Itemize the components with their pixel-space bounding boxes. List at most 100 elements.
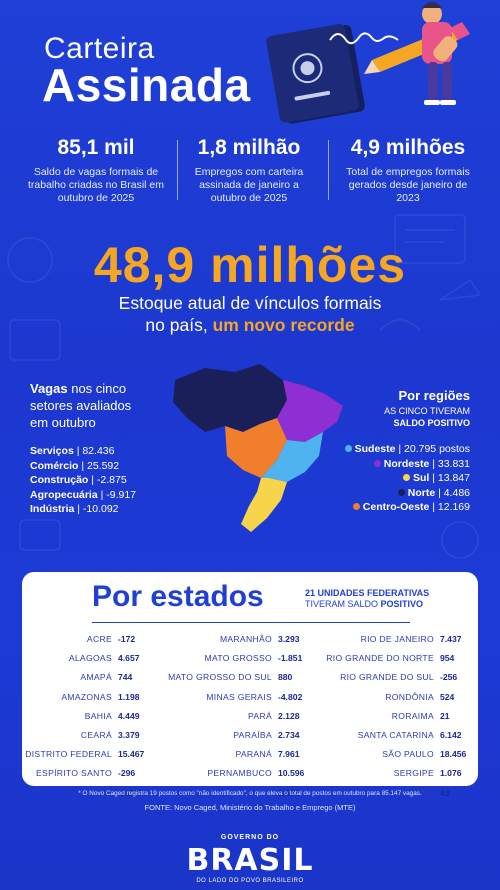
brazil-map: [173, 364, 343, 532]
centro-oeste-dot-icon: [352, 503, 360, 510]
state-name: MATO GROSSO: [204, 653, 272, 664]
stat-description: Empregos com carteira assinada de janeir…: [194, 166, 304, 204]
region-label: Centro-Oeste: [362, 501, 430, 513]
highlight-line2: no país, um novo recorde: [0, 314, 500, 336]
highlight-caption: Estoque atual de vínculos formais no paí…: [0, 292, 500, 336]
state-name: ESPÍRITO SANTO: [36, 768, 112, 779]
state-name: SERGIPE: [393, 768, 434, 779]
state-value: 2.128: [278, 710, 300, 721]
highlight-line2-prefix: no país,: [145, 315, 208, 335]
regioes-subtitle: AS CINCO TIVERAM SALDO POSITIVO: [384, 405, 470, 429]
norte-dot-icon: [397, 488, 405, 496]
table-row: GOIÁS -2.327: [22, 784, 144, 803]
divider: [92, 622, 410, 623]
sector-value: -9.917: [106, 488, 137, 501]
table-row: ACRE -172: [22, 630, 144, 649]
state-name: PARANÁ: [235, 749, 272, 760]
region-label: Norte: [407, 486, 436, 499]
sector-value: -2.875: [96, 474, 127, 486]
state-name: GOIÁS: [83, 787, 112, 798]
sector-label: Agropecuária: [30, 488, 98, 501]
table-row: AMAZONAS 1.198: [22, 688, 144, 707]
state-value: 4.657: [118, 653, 140, 664]
state-name: RORAIMA: [391, 710, 434, 721]
state-name: RONDÔNIA: [385, 691, 434, 702]
state-value: -296: [118, 768, 136, 779]
list-item: Centro-Oeste | 12.169: [345, 500, 470, 515]
state-value: 880: [278, 672, 293, 683]
estados-sub2: TIVERAM SALDO POSITIVO: [305, 599, 429, 610]
stat-saldo: 85,1 mil Saldo de vagas formais de traba…: [22, 136, 170, 205]
estados-column-2: MARANHÃO 3.293 MATO GROSSO -1.851 MATO GRO…: [155, 630, 304, 803]
state-value: 524: [440, 691, 455, 702]
state-value: -256: [440, 672, 458, 683]
table-row: PERNAMBUCO 10.596: [155, 764, 304, 783]
table-row: SÃO PAULO 18.456: [322, 745, 466, 764]
table-row: CEARÁ 3.379: [22, 726, 144, 745]
table-row: PARAÍBA 2.734: [155, 726, 304, 745]
state-value: -172: [118, 634, 136, 644]
table-row: TOCANTINS 43: [322, 784, 466, 803]
state-value: 744: [118, 672, 133, 683]
table-row: RONDÔNIA 524: [322, 688, 466, 707]
region-value: 33.831: [437, 457, 470, 470]
table-row: MINAS GERAIS -4.802: [155, 688, 304, 707]
region-label: Sul: [412, 472, 430, 484]
state-value: 3.293: [278, 634, 300, 644]
list-item: Nordeste | 33.831: [345, 457, 470, 472]
regioes-title: Por regiões: [398, 388, 470, 403]
regioes-sub2: SALDO POSITIVO: [393, 418, 470, 428]
state-name: PARÁ: [248, 710, 272, 721]
table-row: DISTRITO FEDERAL 15.467: [22, 745, 144, 764]
highlight-value: 48,9 milhões: [93, 237, 407, 293]
vagas-title-line1: Vagas nos cinco: [30, 380, 131, 397]
state-value: 4.449: [118, 710, 140, 721]
state-name: PERNAMBUCO: [207, 768, 272, 779]
stat-empregos: 1,8 milhão Empregos com carteira assinad…: [184, 136, 314, 205]
sector-label: Comércio: [30, 459, 79, 472]
state-name: ALAGOAS: [68, 653, 112, 664]
state-value: 18.456: [440, 749, 467, 760]
state-value: 7.437: [440, 634, 462, 644]
map-region-nordeste: [277, 380, 343, 442]
state-name: MARANHÃO: [219, 634, 272, 644]
work-card-illustration: [266, 2, 470, 124]
sector-value: -10.092: [82, 503, 119, 515]
highlight-record: um novo recorde: [212, 315, 355, 335]
state-name: DISTRITO FEDERAL: [25, 749, 112, 760]
list-item: Serviços | 82.436: [30, 445, 115, 457]
list-item: Agropecuária | -9.917: [30, 488, 137, 501]
map-region-norte: [173, 364, 287, 432]
region-value: 4.486: [443, 486, 470, 499]
table-row: MARANHÃO 3.293: [155, 630, 304, 649]
source: FONTE: Novo Caged, Ministério do Trabalh…: [144, 803, 356, 812]
table-row: RIO GRANDE DO SUL -256: [322, 668, 466, 687]
region-label: Sudeste: [354, 443, 396, 455]
state-name: ACRE: [86, 634, 112, 644]
estados-sub2-prefix: TIVERAM SALDO: [305, 599, 379, 609]
state-name: MINAS GERAIS: [206, 691, 272, 702]
stat-description: Total de empregos formais gerados desde …: [346, 166, 470, 204]
state-value: 6.142: [440, 729, 462, 740]
list-item: Construção | -2.875: [30, 474, 127, 486]
stat-value: 4,9 milhões: [350, 136, 466, 159]
state-value: 7.961: [278, 749, 300, 760]
stat-value: 85,1 mil: [57, 136, 135, 159]
regioes-list: Sudeste | 20.795 postos Nordeste | 33.83…: [344, 442, 470, 515]
state-name: MATO GROSSO DO SUL: [168, 672, 272, 683]
estados-column-1: ACRE -172 ALAGOAS 4.657 AMAPÁ 744 AMAZONAS 1…: [22, 630, 144, 803]
list-item: Comércio | 25.592: [30, 459, 120, 472]
state-value: 1.076: [440, 768, 462, 779]
state-name: SANTA CATARINA: [357, 729, 434, 740]
footnote: * O Novo Caged registra 19 postos como "…: [78, 790, 422, 797]
state-value: 21: [440, 710, 450, 721]
state-value: 2.693: [278, 787, 300, 798]
estados-sub2-bold: POSITIVO: [380, 599, 424, 609]
state-name: SÃO PAULO: [382, 749, 434, 760]
map-region-centro-oeste: [225, 418, 287, 478]
state-value: 2.734: [278, 729, 300, 740]
table-row: PARÁ 2.128: [155, 707, 304, 726]
region-value: 13.847: [437, 472, 470, 484]
stat-description: Saldo de vagas formais de trabalho criad…: [28, 166, 164, 204]
